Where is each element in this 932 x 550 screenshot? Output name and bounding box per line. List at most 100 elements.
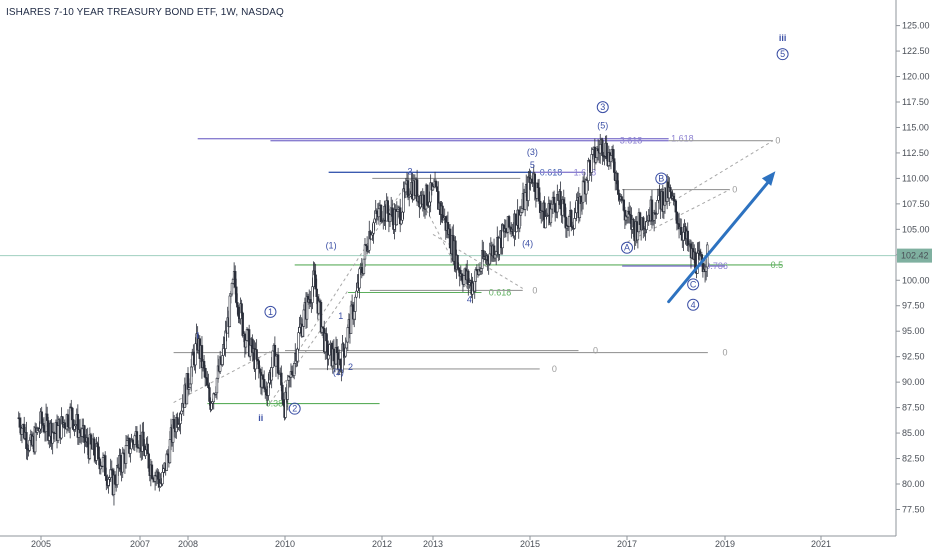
candle-body xyxy=(113,474,117,485)
candle-body xyxy=(479,268,483,272)
candle-body xyxy=(194,343,197,366)
wave-label: 2 xyxy=(292,404,297,414)
price-tick-label: 85.00 xyxy=(902,428,925,438)
candle-body xyxy=(101,457,105,467)
candle-body xyxy=(549,208,553,224)
candle-body xyxy=(109,469,112,478)
candle-body xyxy=(42,425,46,433)
candle-body xyxy=(386,200,389,214)
candle-body xyxy=(206,377,209,386)
candle-body xyxy=(25,432,28,449)
candle-body xyxy=(344,347,347,357)
fib-level-label: 1.618 xyxy=(671,134,694,144)
candle-body xyxy=(422,194,426,209)
candle-body xyxy=(587,160,590,181)
candle-body xyxy=(83,425,86,443)
wave-label-circle xyxy=(687,298,700,311)
candle-body xyxy=(157,471,160,480)
time-tick-label: 2017 xyxy=(617,539,637,549)
candle-body xyxy=(298,327,301,333)
candle-body xyxy=(236,302,239,308)
candle-body xyxy=(301,326,304,337)
candle-body xyxy=(391,207,394,217)
candle-body xyxy=(296,348,299,362)
candle-body xyxy=(121,452,124,473)
candle-body xyxy=(658,188,661,197)
candle-body xyxy=(339,359,342,366)
candle-body xyxy=(280,372,283,386)
candle-body xyxy=(241,312,244,336)
candle-body xyxy=(395,211,399,226)
wave-label: i xyxy=(196,330,199,340)
candle-body xyxy=(611,149,615,159)
wave-label: ii xyxy=(258,413,263,423)
candle-body xyxy=(311,286,314,303)
candle-body xyxy=(231,278,235,284)
time-tick-label: 2008 xyxy=(178,539,198,549)
wave-label: 1 xyxy=(268,307,273,317)
price-tick-label: 105.00 xyxy=(902,224,930,234)
candle-body xyxy=(162,468,165,473)
trend-arrow xyxy=(667,171,776,304)
time-tick-label: 2010 xyxy=(275,539,295,549)
price-tick-label: 117.50 xyxy=(902,97,929,107)
candle-body xyxy=(599,143,602,154)
candle-body xyxy=(104,455,107,477)
candle-body xyxy=(317,300,321,314)
candle-body xyxy=(188,383,192,389)
candle-body xyxy=(328,344,331,356)
candle-body xyxy=(355,290,358,298)
candle-body xyxy=(704,266,708,272)
candle-body xyxy=(638,212,642,225)
candle-body xyxy=(616,172,619,191)
candle-body xyxy=(591,149,594,155)
candle-body xyxy=(212,393,215,403)
wave-label-circle xyxy=(687,278,700,291)
candle-body xyxy=(313,270,316,276)
candle-body xyxy=(274,355,278,367)
candle-body xyxy=(18,417,22,428)
candle-body xyxy=(594,157,598,163)
fib-level-label: 0 xyxy=(775,136,780,146)
wave-label-circle xyxy=(776,48,789,61)
candle-body xyxy=(203,367,207,378)
candle-body xyxy=(567,215,571,227)
candle-body xyxy=(66,414,70,428)
candle-body xyxy=(262,379,266,388)
current-price-label: 102.42 xyxy=(901,251,929,261)
candle-body xyxy=(406,180,410,198)
candle-body xyxy=(358,268,361,289)
wave-label: 4 xyxy=(691,300,696,310)
price-tick-label: 125.00 xyxy=(902,21,930,31)
candle-body xyxy=(147,453,150,469)
candle-body xyxy=(235,286,238,303)
fib-level-label: 3.618 xyxy=(620,136,643,146)
candle-body xyxy=(180,410,183,415)
candle-body xyxy=(404,183,408,193)
candle-body xyxy=(656,200,659,215)
candle-body xyxy=(210,403,213,410)
candle-body xyxy=(144,449,147,456)
candle-body xyxy=(550,203,554,210)
candle-body xyxy=(409,193,412,197)
candle-body xyxy=(552,196,556,204)
projection-lines-layer xyxy=(173,140,774,403)
wave-label: 1 xyxy=(338,311,343,321)
candle-body xyxy=(362,258,366,274)
candle-body xyxy=(456,254,459,269)
candle-body xyxy=(228,295,232,328)
candle-body xyxy=(267,382,270,396)
fib-level-label: 0 xyxy=(723,348,728,358)
candle-body xyxy=(124,445,128,464)
candle-body xyxy=(290,371,294,375)
candle-body xyxy=(56,425,60,441)
fib-level-label: 0 xyxy=(593,346,598,356)
candle-body xyxy=(617,189,620,194)
candle-body xyxy=(530,178,533,183)
price-axis: 125.00 122.50 120.00 117.50 115.00 112.50 110.… xyxy=(895,0,932,536)
candle-body xyxy=(645,221,648,230)
price-tick-label: 112.50 xyxy=(902,148,929,158)
wave-label: (5) xyxy=(597,120,608,130)
